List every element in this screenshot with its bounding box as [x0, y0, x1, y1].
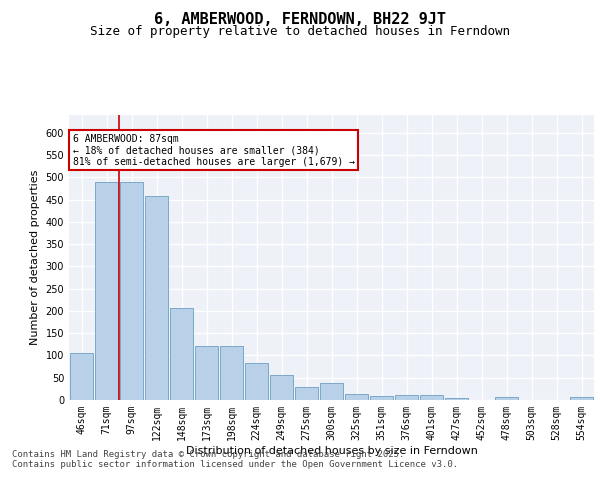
Bar	[370, 396, 393, 400]
Bar	[445, 398, 468, 400]
Bar	[70, 353, 93, 400]
Text: Size of property relative to detached houses in Ferndown: Size of property relative to detached ho…	[90, 25, 510, 38]
Bar	[395, 395, 418, 400]
Bar	[120, 182, 143, 400]
Text: 6 AMBERWOOD: 87sqm
← 18% of detached houses are smaller (384)
81% of semi-detach: 6 AMBERWOOD: 87sqm ← 18% of detached hou…	[73, 134, 355, 167]
Bar	[145, 196, 168, 400]
Bar	[270, 374, 293, 400]
Bar	[345, 394, 368, 400]
Bar	[195, 346, 218, 400]
Text: 6, AMBERWOOD, FERNDOWN, BH22 9JT: 6, AMBERWOOD, FERNDOWN, BH22 9JT	[154, 12, 446, 28]
Bar	[170, 308, 193, 400]
Text: Contains HM Land Registry data © Crown copyright and database right 2025.
Contai: Contains HM Land Registry data © Crown c…	[12, 450, 458, 469]
Bar	[220, 346, 243, 400]
Bar	[570, 398, 593, 400]
Bar	[95, 182, 118, 400]
Bar	[295, 386, 318, 400]
Bar	[320, 383, 343, 400]
X-axis label: Distribution of detached houses by size in Ferndown: Distribution of detached houses by size …	[185, 446, 478, 456]
Bar	[245, 364, 268, 400]
Bar	[420, 395, 443, 400]
Bar	[495, 398, 518, 400]
Y-axis label: Number of detached properties: Number of detached properties	[30, 170, 40, 345]
